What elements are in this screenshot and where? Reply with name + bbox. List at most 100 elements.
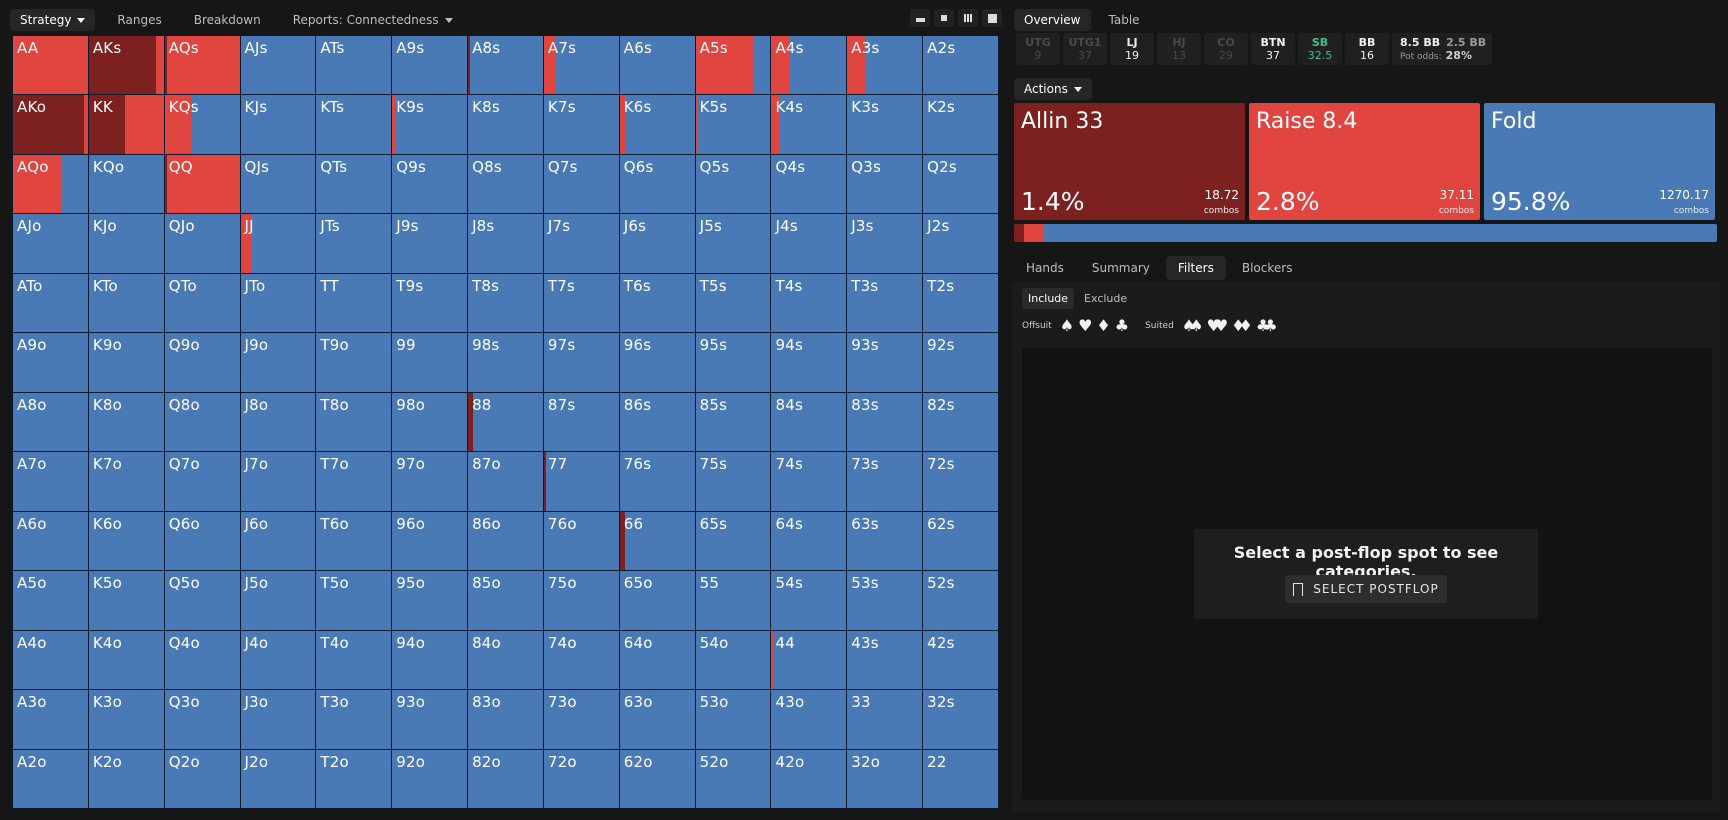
- hand-cell[interactable]: 32o: [847, 749, 923, 808]
- double-diamond-icon[interactable]: ♦♦: [1231, 316, 1253, 335]
- tab-summary[interactable]: Summary: [1091, 261, 1150, 275]
- seat-utg[interactable]: UTG 9: [1016, 33, 1060, 65]
- hand-cell[interactable]: 73o: [543, 690, 619, 749]
- actions-dropdown[interactable]: Actions: [1014, 78, 1092, 100]
- action-card-raise[interactable]: Raise 8.4 2.8% 37.11 combos: [1249, 103, 1480, 220]
- hand-cell[interactable]: Q6o: [164, 511, 240, 571]
- hand-cell[interactable]: 85o: [468, 571, 543, 630]
- club-icon[interactable]: ♣: [1114, 316, 1130, 335]
- hand-cell[interactable]: J7s: [543, 214, 619, 273]
- hand-cell[interactable]: J5s: [695, 214, 771, 273]
- hand-cell[interactable]: 82o: [468, 749, 543, 808]
- hand-cell[interactable]: JJ: [240, 214, 316, 273]
- tab-filters[interactable]: Filters: [1165, 256, 1226, 280]
- hand-cell[interactable]: A4o: [13, 630, 88, 690]
- hand-cell[interactable]: 74o: [543, 630, 619, 690]
- hand-cell[interactable]: 75o: [543, 571, 619, 630]
- hand-cell[interactable]: J7o: [240, 452, 316, 511]
- hand-cell[interactable]: KJo: [88, 214, 164, 273]
- hand-cell[interactable]: K7s: [543, 95, 619, 154]
- hand-cell[interactable]: 98o: [392, 392, 468, 452]
- hand-cell[interactable]: Q6s: [619, 154, 695, 214]
- hand-cell[interactable]: 83o: [468, 690, 543, 749]
- hand-cell[interactable]: A8s: [468, 36, 543, 95]
- hand-cell[interactable]: ATo: [13, 273, 88, 333]
- hand-cell[interactable]: 95o: [392, 571, 468, 630]
- diamond-icon[interactable]: ♦: [1096, 316, 1111, 335]
- hand-cell[interactable]: Q3o: [164, 690, 240, 749]
- spade-icon[interactable]: ♠: [1059, 316, 1075, 335]
- hand-cell[interactable]: 42s: [923, 630, 998, 690]
- hand-cell[interactable]: 94s: [771, 333, 847, 392]
- hand-cell[interactable]: 87s: [543, 392, 619, 452]
- hand-cell[interactable]: 98s: [468, 333, 543, 392]
- hand-cell[interactable]: 52o: [695, 749, 771, 808]
- hand-cell[interactable]: Q7o: [164, 452, 240, 511]
- tab-reports[interactable]: Reports: Connectedness: [283, 9, 463, 31]
- hand-cell[interactable]: QTs: [316, 154, 392, 214]
- hand-cell[interactable]: 87o: [468, 452, 543, 511]
- hand-cell[interactable]: 72s: [923, 452, 998, 511]
- action-card-fold[interactable]: Fold 95.8% 1270.17 combos: [1484, 103, 1715, 220]
- double-spade-icon[interactable]: ♠♠: [1181, 316, 1204, 335]
- view-single-icon[interactable]: [910, 9, 930, 27]
- seat-co[interactable]: CO 29: [1204, 33, 1248, 65]
- seat-bb[interactable]: BB 16: [1345, 33, 1389, 65]
- hand-cell[interactable]: 97s: [543, 333, 619, 392]
- hand-cell[interactable]: K2o: [88, 749, 164, 808]
- seat-hj[interactable]: HJ 13: [1157, 33, 1201, 65]
- seat-utg1[interactable]: UTG1 37: [1063, 33, 1107, 65]
- hand-cell[interactable]: Q2o: [164, 749, 240, 808]
- hand-cell[interactable]: A9o: [13, 333, 88, 392]
- double-heart-icon[interactable]: ♥♥: [1206, 316, 1228, 335]
- hand-cell[interactable]: T3o: [316, 690, 392, 749]
- hand-cell[interactable]: 65o: [619, 571, 695, 630]
- hand-cell[interactable]: J6s: [619, 214, 695, 273]
- hand-cell[interactable]: 32s: [923, 690, 998, 749]
- hand-cell[interactable]: 53o: [695, 690, 771, 749]
- hand-cell[interactable]: K3o: [88, 690, 164, 749]
- hand-cell[interactable]: J2s: [923, 214, 998, 273]
- hand-cell[interactable]: T6s: [619, 273, 695, 333]
- hand-cell[interactable]: 86s: [619, 392, 695, 452]
- hand-cell[interactable]: Q4o: [164, 630, 240, 690]
- hand-cell[interactable]: J9o: [240, 333, 316, 392]
- hand-cell[interactable]: T2s: [923, 273, 998, 333]
- hand-cell[interactable]: KK: [88, 95, 164, 154]
- select-postflop-button[interactable]: SELECT POSTFLOP: [1285, 575, 1447, 603]
- hand-cell[interactable]: A8o: [13, 392, 88, 452]
- hand-cell[interactable]: 84o: [468, 630, 543, 690]
- hand-cell[interactable]: 99: [392, 333, 468, 392]
- hand-cell[interactable]: 82s: [923, 392, 998, 452]
- hand-cell[interactable]: 63o: [619, 690, 695, 749]
- view-full-icon[interactable]: [982, 9, 1002, 27]
- hand-cell[interactable]: K5s: [695, 95, 771, 154]
- hand-cell[interactable]: Q8o: [164, 392, 240, 452]
- hand-cell[interactable]: ATs: [316, 36, 392, 95]
- hand-cell[interactable]: A7s: [543, 36, 619, 95]
- hand-cell[interactable]: 43o: [771, 690, 847, 749]
- hand-cell[interactable]: J3s: [847, 214, 923, 273]
- exclude-button[interactable]: Exclude: [1084, 292, 1128, 305]
- hand-cell[interactable]: Q5o: [164, 571, 240, 630]
- hand-cell[interactable]: T6o: [316, 511, 392, 571]
- hand-cell[interactable]: 92s: [923, 333, 998, 392]
- hand-cell[interactable]: KTo: [88, 273, 164, 333]
- include-button[interactable]: Include: [1022, 288, 1075, 309]
- hand-cell[interactable]: T8s: [468, 273, 543, 333]
- hand-cell[interactable]: Q9s: [392, 154, 468, 214]
- tab-breakdown[interactable]: Breakdown: [184, 9, 271, 31]
- hand-cell[interactable]: Q3s: [847, 154, 923, 214]
- hand-cell[interactable]: Q7s: [543, 154, 619, 214]
- hand-cell[interactable]: 86o: [468, 511, 543, 571]
- hand-cell[interactable]: K9s: [392, 95, 468, 154]
- hand-cell[interactable]: 75s: [695, 452, 771, 511]
- hand-cell[interactable]: T4s: [771, 273, 847, 333]
- hand-cell[interactable]: 73s: [847, 452, 923, 511]
- hand-cell[interactable]: K7o: [88, 452, 164, 511]
- hand-cell[interactable]: 83s: [847, 392, 923, 452]
- hand-cell[interactable]: 33: [847, 690, 923, 749]
- hand-cell[interactable]: 42o: [771, 749, 847, 808]
- hand-cell[interactable]: T4o: [316, 630, 392, 690]
- hand-cell[interactable]: J8o: [240, 392, 316, 452]
